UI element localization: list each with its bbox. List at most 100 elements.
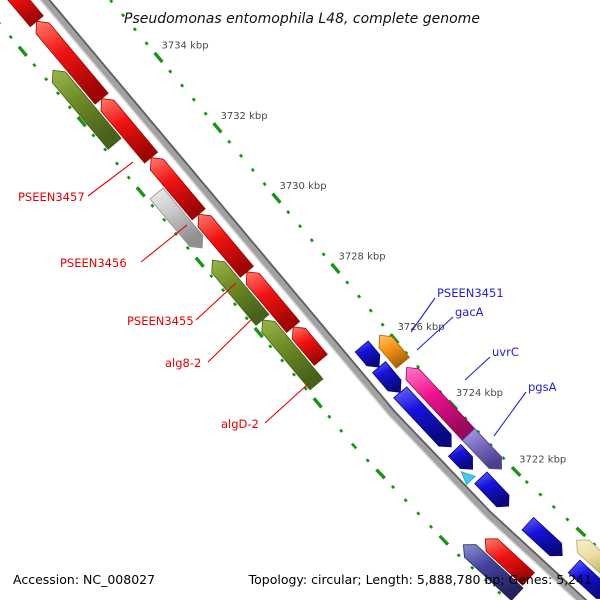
leader-line-pseen3456	[140, 224, 188, 263]
gene-arrow-algd-2[interactable]	[261, 319, 324, 391]
tick-major-inner	[330, 262, 341, 275]
gene-arrow[interactable]	[474, 471, 510, 508]
tick-minor-inner	[132, 27, 137, 32]
kbp-tick-label: 3728 kbp	[338, 251, 385, 262]
tick-minor-inner	[538, 492, 543, 497]
tick-minor-outer	[232, 302, 238, 307]
tick-minor-inner	[286, 210, 291, 215]
tick-minor-outer	[428, 524, 434, 529]
tick-minor-inner	[476, 429, 481, 434]
tick-minor-outer	[162, 217, 167, 222]
gene-arrow[interactable]	[463, 544, 524, 600]
kbp-tick-label: 3722 kbp	[519, 454, 566, 465]
tick-minor-inner	[592, 542, 597, 547]
tick-minor-outer	[327, 414, 332, 419]
tick-minor-inner	[368, 308, 373, 313]
tick-minor-inner	[415, 364, 421, 369]
tick-minor-inner	[345, 280, 350, 285]
tick-minor-outer	[185, 245, 190, 251]
tick-minor-outer	[339, 428, 344, 433]
tick-minor-inner	[380, 322, 385, 327]
tick-major-inner	[510, 465, 522, 477]
gene-arrow-pseen3451[interactable]	[378, 334, 410, 369]
tick-minor-inner	[250, 167, 255, 173]
tick-major-outer	[17, 45, 28, 57]
tick-major-outer	[253, 326, 264, 339]
tick-minor-outer	[303, 386, 308, 391]
tick-minor-inner	[179, 83, 185, 88]
tick-minor-outer	[103, 147, 108, 152]
tick-minor-outer	[244, 316, 249, 321]
leader-line-alg8-2	[207, 318, 253, 363]
leader-line-pseen3457	[87, 161, 134, 197]
gene-arrow[interactable]	[576, 539, 600, 582]
tick-minor-inner	[168, 69, 173, 74]
tick-minor-outer	[209, 273, 214, 279]
status-summary: Topology: circular; Length: 5,888,780 bp…	[248, 572, 592, 587]
tick-minor-inner	[262, 181, 267, 187]
gene-label-pseen3456[interactable]: PSEEN3456	[60, 256, 127, 270]
tick-minor-inner	[144, 41, 149, 46]
tick-minor-inner	[238, 153, 244, 158]
gene-label-pgsa[interactable]: pgsA	[528, 380, 557, 394]
leader-line-gaca	[416, 316, 454, 351]
tick-minor-inner	[203, 111, 208, 116]
tick-minor-outer	[8, 34, 13, 40]
gene-arrow[interactable]	[354, 340, 381, 368]
leader-line-pseen3455	[195, 282, 237, 321]
tick-minor-inner	[565, 517, 570, 522]
tick-minor-outer	[221, 288, 226, 293]
tick-minor-outer	[280, 358, 285, 363]
tick-minor-inner	[227, 139, 232, 144]
gene-arrow[interactable]	[521, 516, 563, 557]
tick-minor-outer	[268, 344, 273, 349]
gene-arrow[interactable]	[567, 559, 600, 599]
tick-major-outer	[135, 186, 146, 198]
gene-label-alg8-2[interactable]: alg8-2	[165, 356, 201, 370]
backbone	[39, 0, 588, 600]
kbp-tick-label: 3730 kbp	[279, 181, 326, 192]
gene-label-pseen3451[interactable]: PSEEN3451	[437, 286, 504, 300]
gene-arrow-pgsa[interactable]	[461, 428, 502, 470]
status-accession: Accession: NC_008027	[13, 572, 156, 587]
tick-minor-outer	[390, 484, 396, 490]
tick-major-outer	[312, 397, 323, 409]
tick-minor-inner	[501, 456, 506, 461]
gene-arrow[interactable]	[51, 69, 122, 150]
tick-minor-outer	[483, 578, 488, 583]
gene-arrow[interactable]	[393, 386, 452, 448]
gene-arrow-gaca[interactable]	[371, 361, 402, 393]
tick-minor-outer	[403, 498, 408, 503]
leader-line-pgsa	[493, 391, 527, 437]
gene-arrow[interactable]	[484, 538, 535, 586]
tick-minor-outer	[365, 458, 370, 463]
gene-label-pseen3457[interactable]: PSEEN3457	[18, 190, 85, 204]
gene-arrow[interactable]	[291, 326, 328, 366]
gene-label-pseen3455[interactable]: PSEEN3455	[127, 314, 194, 328]
tick-major-outer	[194, 256, 205, 268]
gene-arrow[interactable]	[447, 443, 474, 470]
tick-major-inner	[575, 526, 587, 538]
tick-minor-inner	[404, 350, 409, 355]
tick-minor-outer	[150, 203, 155, 208]
kbp-tick-label: 3734 kbp	[161, 40, 208, 51]
tick-minor-outer	[456, 553, 461, 558]
tick-minor-inner	[488, 442, 493, 447]
tick-minor-inner	[524, 480, 529, 485]
tick-minor-inner	[309, 238, 314, 243]
tick-major-inner	[389, 333, 400, 345]
status-bar: Accession: NC_008027 Topology: circular;…	[0, 568, 600, 594]
tick-minor-outer	[470, 565, 475, 570]
gene-arrow-pseen3456[interactable]	[149, 187, 204, 249]
tick-major-inner	[153, 51, 164, 64]
tick-minor-outer	[497, 590, 502, 595]
tick-minor-outer	[67, 105, 72, 110]
tick-minor-outer	[44, 77, 49, 82]
gene-label-uvrc[interactable]: uvrC	[492, 345, 519, 359]
gene-label-algd-2[interactable]: algD-2	[221, 417, 259, 431]
tick-major-outer	[438, 534, 450, 546]
gene-label-gaca[interactable]: gacA	[455, 305, 484, 319]
tick-major-outer	[375, 468, 386, 480]
